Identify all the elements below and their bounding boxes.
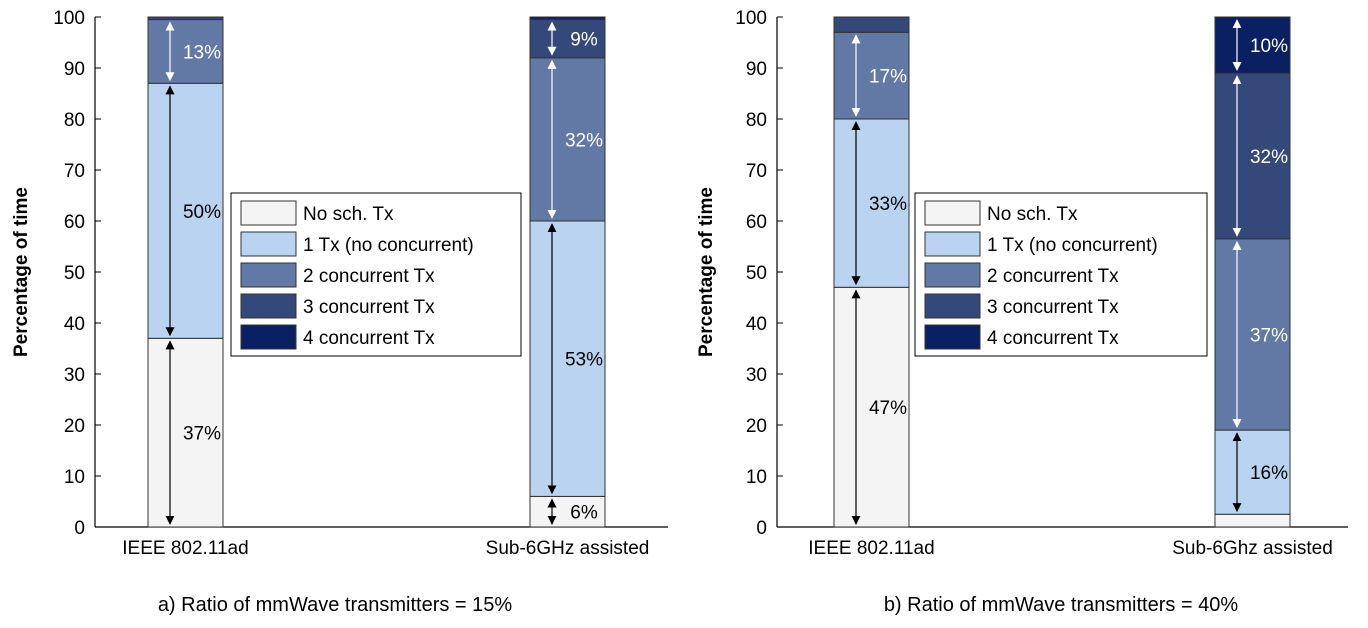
bar-segment	[1214, 72, 1291, 240]
chart-panel-a: 0 10 20 30 40 50 60 70 80 90 100 Percentage of time…	[11, 8, 668, 616]
y-tick-label: 50	[746, 263, 767, 284]
data-label: 9%	[570, 30, 598, 51]
data-label: 6%	[570, 503, 598, 524]
legend-entry: 2 concurrent Tx	[303, 266, 435, 287]
bar-segment	[833, 286, 910, 528]
y-tick-label: 0	[74, 518, 85, 539]
bar-segment	[1214, 238, 1291, 431]
x-category-label: Sub-6Ghz assisted	[1172, 538, 1333, 559]
y-tick-label: 80	[64, 110, 85, 131]
bar-segment	[1214, 16, 1291, 74]
bar-segment	[529, 220, 606, 497]
bar-segment	[1214, 513, 1291, 528]
y-tick-label: 90	[64, 59, 85, 80]
bar-segment	[529, 16, 606, 21]
bar-segment	[147, 337, 224, 528]
bar-segment	[833, 118, 910, 288]
data-label: 53%	[565, 350, 603, 371]
bar-segment	[833, 16, 910, 33]
y-tick-label: 70	[64, 161, 85, 182]
x-category-label: Sub-6GHz assisted	[486, 538, 650, 559]
legend-swatch	[240, 200, 297, 226]
legend-swatch	[924, 262, 981, 288]
legend-swatch	[924, 231, 981, 257]
bar-segment	[529, 57, 606, 222]
panel-caption: b) Ratio of mmWave transmitters = 40%	[884, 594, 1239, 616]
data-label: 47%	[869, 398, 907, 419]
legend-entry: 3 concurrent Tx	[303, 297, 435, 318]
legend-entry: 2 concurrent Tx	[987, 266, 1119, 287]
bar-segment	[147, 19, 224, 84]
y-tick-label: 40	[64, 314, 85, 335]
legend-swatch	[924, 293, 981, 319]
y-tick-label: 40	[746, 314, 767, 335]
legend-entry: 4 concurrent Tx	[303, 328, 435, 349]
data-label: 37%	[1250, 325, 1288, 346]
bar-segment	[833, 31, 910, 120]
y-tick-label: 10	[746, 467, 767, 488]
data-label: 32%	[565, 130, 603, 151]
data-label: 13%	[183, 42, 221, 63]
data-label: 17%	[869, 67, 907, 88]
y-tick-label: 100	[53, 8, 85, 29]
legend-entry: 1 Tx (no concurrent)	[303, 235, 474, 256]
data-label: 16%	[1250, 463, 1288, 484]
y-tick-label: 80	[746, 110, 767, 131]
legend-swatch	[240, 293, 297, 319]
y-tick-label: 0	[756, 518, 767, 539]
legend-entry: 3 concurrent Tx	[987, 297, 1119, 318]
data-label: 50%	[183, 202, 221, 223]
legend-swatch	[240, 324, 297, 350]
x-category-label: IEEE 802.11ad	[122, 538, 248, 559]
y-tick-label: 70	[746, 161, 767, 182]
data-label: 33%	[869, 194, 907, 215]
y-tick-label: 60	[64, 212, 85, 233]
y-axis-label: Percentage of time	[696, 187, 717, 357]
legend-swatch	[924, 200, 981, 226]
y-tick-label: 30	[746, 365, 767, 386]
x-category-label: IEEE 802.11ad	[808, 538, 934, 559]
legend-entry: 4 concurrent Tx	[987, 328, 1119, 349]
y-tick-label: 100	[735, 8, 767, 29]
y-tick-label: 20	[746, 416, 767, 437]
bar-segment	[529, 495, 606, 528]
y-tick-label: 10	[64, 467, 85, 488]
y-tick-label: 60	[746, 212, 767, 233]
legend-entry: No sch. Tx	[987, 204, 1078, 225]
data-label: 10%	[1250, 36, 1288, 57]
y-axis-label: Percentage of time	[11, 187, 32, 357]
data-label: 32%	[1250, 147, 1288, 168]
data-label: 37%	[183, 424, 221, 445]
y-tick-label: 90	[746, 59, 767, 80]
bar-segment	[147, 16, 224, 21]
panel-caption: a) Ratio of mmWave transmitters = 15%	[158, 594, 513, 616]
y-tick-label: 30	[64, 365, 85, 386]
bar-segment	[147, 82, 224, 339]
legend-entry: No sch. Tx	[303, 204, 394, 225]
legend-swatch	[240, 262, 297, 288]
legend-swatch	[240, 231, 297, 257]
chart-panel-b: 0 10 20 30 40 50 60 70 80 90 100 Percentage of time…	[696, 8, 1348, 616]
legend-swatch	[924, 324, 981, 350]
y-tick-label: 50	[64, 263, 85, 284]
y-tick-label: 20	[64, 416, 85, 437]
legend-entry: 1 Tx (no concurrent)	[987, 235, 1158, 256]
